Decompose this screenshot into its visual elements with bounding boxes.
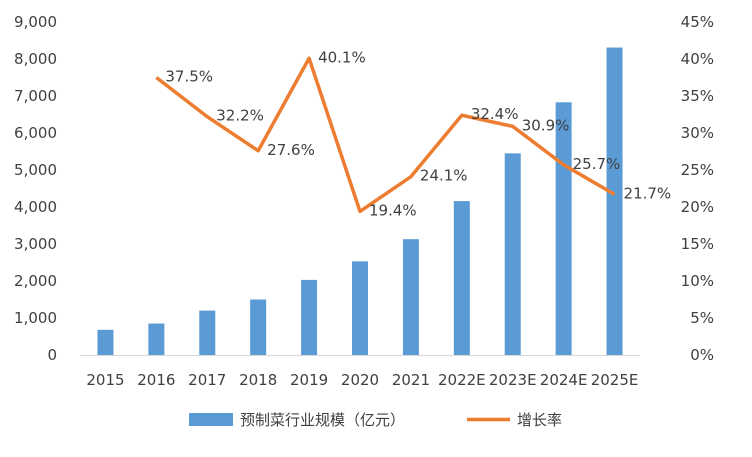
x-tick-label: 2022E [438, 371, 486, 389]
growth-rate-label: 32.4% [471, 105, 519, 123]
bar [97, 329, 114, 355]
left-tick-label: 0 [47, 346, 57, 364]
left-axis-ticks: 0 1,000 2,000 3,000 4,000 5,000 6,000 7,000 8,00… [14, 13, 57, 364]
growth-rate-label: 32.2% [216, 107, 264, 125]
left-tick-label: 8,000 [14, 50, 57, 68]
right-tick-label: 5% [690, 309, 714, 327]
bar-series [97, 47, 623, 355]
right-axis-ticks: 0% 5% 10% 15% 20% 25% 30% 35% 40% 45% [681, 13, 714, 364]
left-tick-label: 5,000 [14, 161, 57, 179]
x-tick-label: 2018 [239, 371, 277, 389]
left-tick-label: 6,000 [14, 124, 57, 142]
x-tick-label: 2016 [137, 371, 175, 389]
legend-bar-label: 预制菜行业规模（亿元） [240, 411, 405, 429]
bar [606, 47, 623, 355]
bar [148, 323, 165, 355]
growth-rate-labels: 37.5% 32.2%27.6% 40.1% 19.4%24.1% 32.4%30.9%… [165, 48, 671, 219]
bar [504, 153, 521, 355]
x-axis-ticks: 2015 2016 2017 2018 2019 2020 2021 2022E 2023E 20… [86, 371, 638, 389]
left-tick-label: 1,000 [14, 309, 57, 327]
left-tick-label: 4,000 [14, 198, 57, 216]
right-tick-label: 10% [681, 272, 714, 290]
bar [250, 299, 267, 355]
bar [301, 279, 318, 355]
legend-bar-swatch [189, 413, 233, 426]
bar [352, 261, 368, 355]
growth-rate-line [155, 56, 616, 214]
x-tick-label: 2023E [489, 371, 537, 389]
bar [453, 201, 470, 355]
x-tick-label: 2017 [188, 371, 226, 389]
x-tick-label: 2025E [591, 371, 639, 389]
bar [555, 102, 572, 355]
right-tick-label: 15% [681, 235, 714, 253]
left-tick-label: 9,000 [14, 13, 57, 31]
growth-rate-label: 25.7% [573, 155, 621, 173]
x-tick-label: 2015 [86, 371, 124, 389]
x-tick-label: 2021 [392, 371, 430, 389]
right-tick-label: 25% [681, 161, 714, 179]
growth-rate-label: 27.6% [267, 141, 315, 159]
right-tick-label: 45% [681, 13, 714, 31]
right-tick-label: 30% [681, 124, 714, 142]
growth-rate-label: 40.1% [318, 48, 366, 66]
bar [402, 239, 419, 355]
legend: 预制菜行业规模（亿元） 增长率 [189, 411, 562, 429]
right-tick-label: 40% [681, 50, 714, 68]
right-tick-label: 20% [681, 198, 714, 216]
growth-rate-label: 21.7% [624, 184, 672, 202]
x-tick-label: 2020 [341, 371, 379, 389]
growth-rate-label: 24.1% [420, 167, 468, 185]
left-tick-label: 2,000 [14, 272, 57, 290]
left-tick-label: 7,000 [14, 87, 57, 105]
growth-rate-label: 30.9% [522, 116, 570, 134]
legend-line-label: 增长率 [517, 411, 562, 429]
right-tick-label: 35% [681, 87, 714, 105]
growth-rate-label: 37.5% [165, 68, 213, 86]
right-tick-label: 0% [690, 346, 714, 364]
x-tick-label: 2024E [540, 371, 588, 389]
left-tick-label: 3,000 [14, 235, 57, 253]
x-tick-label: 2019 [290, 371, 328, 389]
growth-rate-label: 19.4% [369, 201, 417, 219]
bar [199, 310, 216, 355]
